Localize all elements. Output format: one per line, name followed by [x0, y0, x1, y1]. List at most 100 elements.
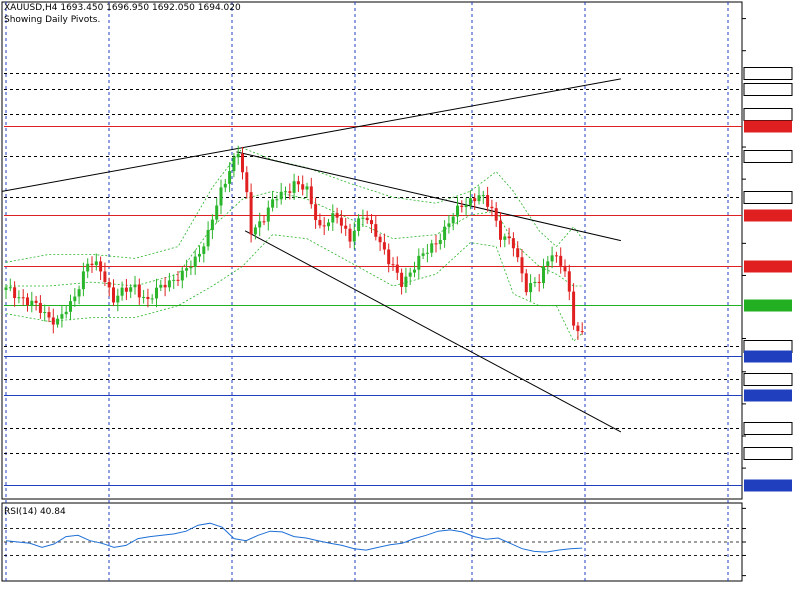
bull-candle — [129, 287, 133, 292]
price-level-badge — [743, 422, 793, 435]
bear-candle — [400, 272, 404, 287]
bear-candle — [576, 325, 580, 332]
bear-candle — [51, 317, 55, 325]
bull-candle — [451, 216, 455, 224]
bear-candle — [378, 236, 382, 243]
price-level-badge — [744, 299, 792, 312]
vertical-grid — [5, 2, 729, 581]
bear-candle — [387, 249, 391, 265]
bear-candle — [103, 271, 107, 282]
price-level-badge — [743, 83, 793, 96]
bear-candle — [314, 204, 318, 221]
bear-candle — [309, 186, 313, 205]
bull-candle — [94, 261, 98, 266]
bear-candle — [21, 297, 25, 299]
bear-candle — [434, 243, 438, 245]
bull-candle — [550, 255, 554, 262]
bear-candle — [38, 302, 42, 313]
bull-candle — [86, 263, 90, 272]
bull-candle — [198, 253, 201, 257]
bear-candle — [572, 291, 576, 326]
bear-candle — [146, 296, 150, 300]
bull-candle — [8, 287, 12, 289]
bull-candle — [215, 205, 219, 220]
bear-candle — [460, 205, 464, 208]
bear-candle — [335, 213, 339, 218]
bear-candle — [391, 264, 395, 266]
bull-candle — [361, 217, 365, 219]
bull-candle — [232, 157, 236, 172]
bull-candle — [352, 231, 356, 242]
bull-candle — [189, 267, 193, 269]
bull-candle — [468, 198, 472, 206]
bull-candle — [279, 191, 283, 200]
bear-candle — [47, 312, 51, 318]
bull-candle — [56, 318, 60, 325]
bull-candle — [481, 195, 485, 197]
bull-candle — [210, 219, 214, 231]
main-chart-frame — [1, 1, 743, 500]
bull-candle — [503, 236, 507, 240]
bull-candle — [271, 199, 275, 208]
price-axis — [742, 18, 793, 492]
bull-candle — [150, 298, 154, 300]
bull-candle — [417, 255, 421, 270]
bull-candle — [142, 296, 146, 298]
bear-candle — [563, 265, 567, 272]
bear-candle — [559, 255, 563, 266]
bull-candle — [266, 207, 270, 222]
bull-candle — [223, 183, 227, 188]
falling-resistance-trendline — [236, 151, 622, 242]
bear-candle — [511, 238, 515, 249]
bull-candle — [167, 280, 171, 288]
bear-candle — [486, 195, 490, 207]
bull-candle — [253, 227, 257, 235]
bull-candle — [17, 297, 21, 299]
bear-candle — [490, 206, 494, 209]
bull-candle — [202, 246, 206, 254]
bull-candle — [258, 221, 262, 228]
bear-candle — [249, 192, 253, 235]
bear-candle — [296, 181, 300, 185]
bull-candle — [219, 187, 223, 206]
bull-candle — [81, 271, 85, 290]
bull-candle — [206, 230, 210, 247]
rising-trendline — [1, 78, 621, 192]
bear-candle — [99, 261, 103, 272]
bear-candle — [288, 191, 292, 193]
falling-support-trendline — [244, 230, 622, 433]
bear-candle — [245, 172, 249, 193]
bear-candle — [507, 236, 511, 239]
bull-candle — [193, 256, 197, 268]
bull-candle — [116, 295, 120, 303]
rsi-indicator — [4, 507, 746, 577]
bull-candle — [305, 186, 309, 190]
bear-candle — [554, 255, 558, 257]
bollinger-lower-band — [5, 234, 583, 342]
rsi-label: RSI(14) 40.84 — [4, 507, 66, 517]
price-level-badge — [743, 191, 793, 204]
bear-candle — [374, 224, 378, 237]
bear-candle — [567, 271, 571, 292]
bear-candle — [176, 279, 180, 281]
bull-candle — [456, 205, 459, 217]
bear-candle — [382, 242, 386, 250]
price-level-badge — [743, 447, 793, 460]
bull-candle — [180, 270, 184, 281]
bear-candle — [112, 287, 115, 303]
price-level-badge — [743, 67, 793, 80]
bear-candle — [499, 220, 502, 240]
bull-candle — [413, 269, 416, 273]
bollinger-upper-band — [5, 147, 583, 263]
bull-candle — [542, 266, 545, 284]
bear-candle — [124, 287, 128, 292]
bull-candle — [77, 289, 81, 297]
bear-candle — [322, 225, 326, 227]
bull-candle — [236, 153, 240, 158]
bear-candle — [365, 217, 369, 221]
bull-candle — [425, 252, 429, 254]
price-level-badge — [743, 373, 793, 386]
bull-candle — [172, 279, 176, 281]
price-level-badge — [743, 108, 793, 121]
